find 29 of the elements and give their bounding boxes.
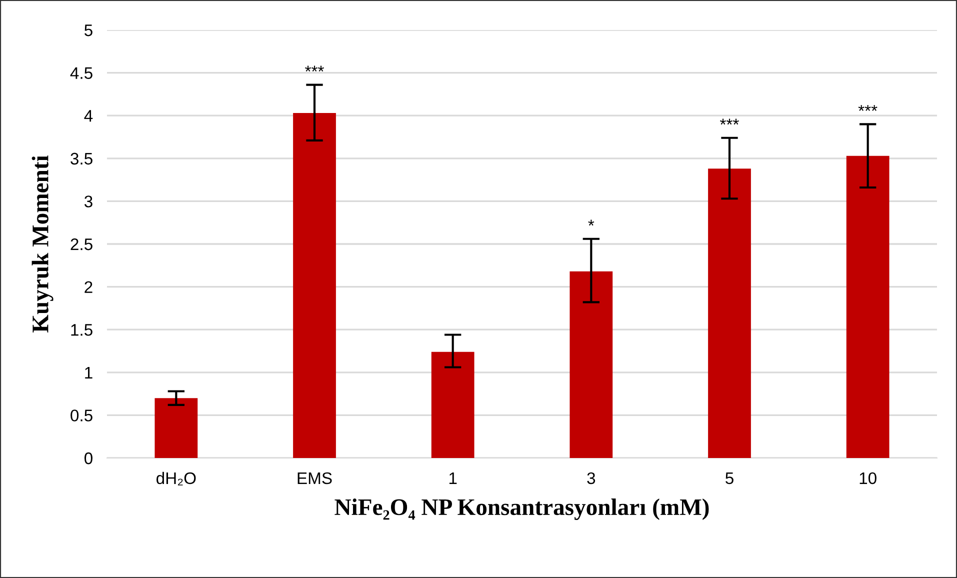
y-tick-label: 1.5 xyxy=(71,324,92,336)
x-tick-label: EMS xyxy=(298,472,332,484)
bar xyxy=(431,352,474,458)
x-axis-title: NiFe₂O₄ NP Konsantrasyonları (mM) xyxy=(334,498,709,520)
y-tick-label: 0 xyxy=(84,452,92,464)
y-tick-label: 1 xyxy=(85,366,92,378)
bar xyxy=(154,398,198,458)
data-label: *** xyxy=(858,105,878,111)
x-tick-label: 1 xyxy=(449,472,457,484)
y-tick-label: 5 xyxy=(84,24,92,36)
x-tick-label: dH₂O xyxy=(156,472,196,486)
data-label: * xyxy=(588,220,594,226)
y-tick-label: 3 xyxy=(84,196,92,208)
y-tick-label: 0.5 xyxy=(70,410,92,422)
data-label: *** xyxy=(720,118,739,125)
bar xyxy=(293,113,336,458)
y-tick-label: 4 xyxy=(84,110,93,122)
bar xyxy=(708,168,751,458)
y-tick-label: 3.5 xyxy=(70,152,92,165)
y-axis-title: Kuyruk Momenti xyxy=(32,155,54,332)
bar xyxy=(570,271,613,458)
x-tick-label: 5 xyxy=(726,472,734,484)
data-label: *** xyxy=(305,66,324,72)
x-tick-label: 3 xyxy=(587,472,596,484)
bar xyxy=(846,156,890,458)
y-tick-label: 4.5 xyxy=(70,67,92,80)
x-tick-label: 10 xyxy=(860,472,876,484)
y-tick-label: 2 xyxy=(84,281,92,293)
y-tick-label: 2.5 xyxy=(70,238,92,250)
